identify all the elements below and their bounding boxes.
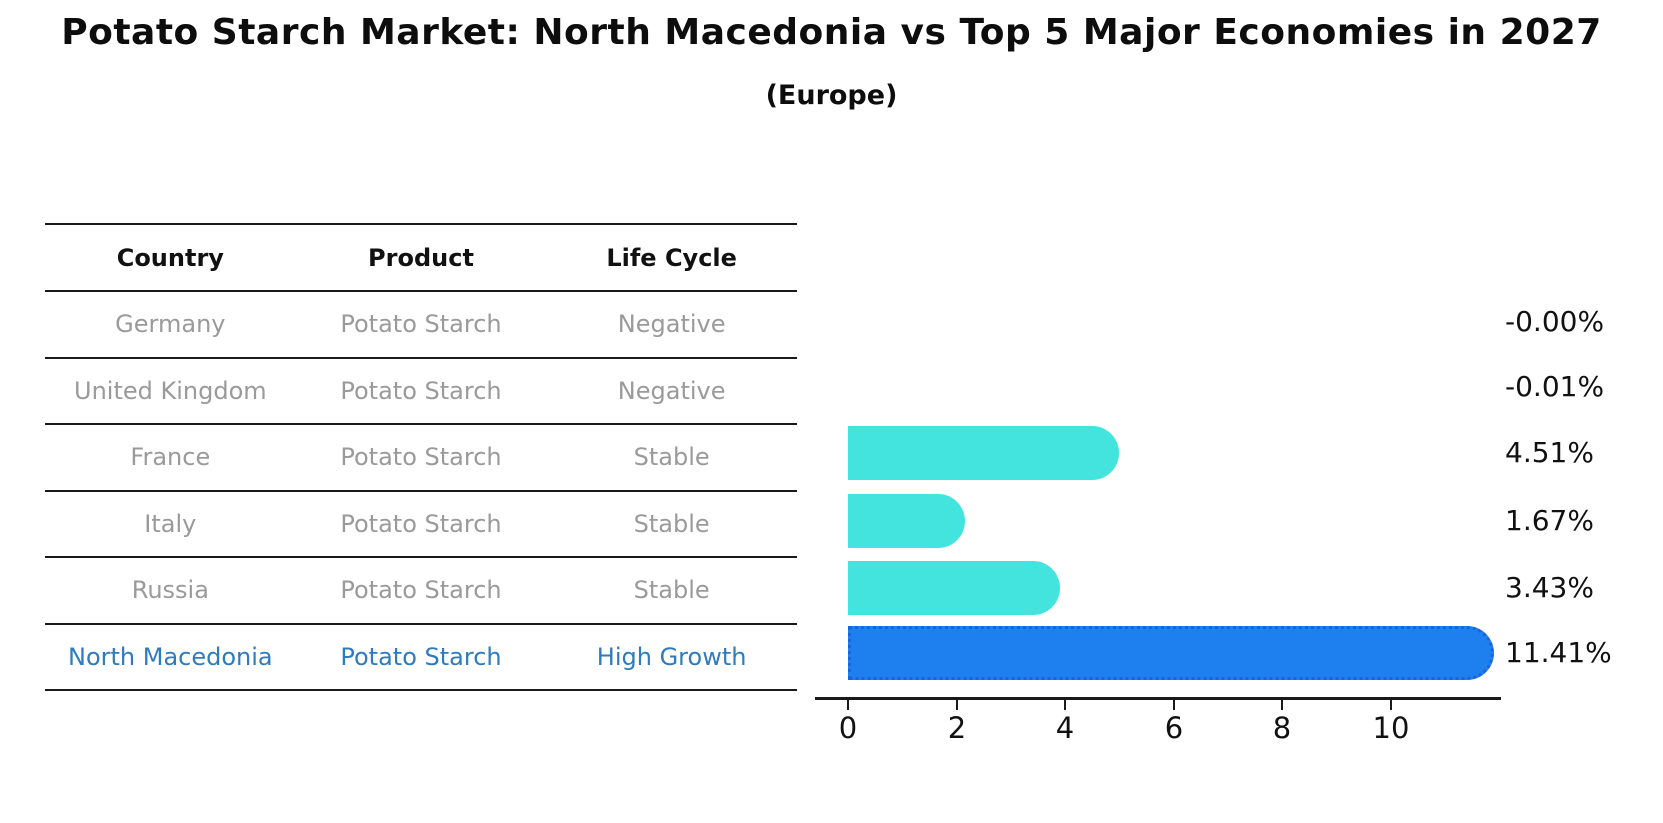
x-tick bbox=[1064, 699, 1066, 710]
value-label-north-macedonia: 11.41% bbox=[1505, 636, 1612, 669]
product-cell: Potato Starch bbox=[340, 642, 502, 671]
life-cycle-cell: Negative bbox=[617, 310, 726, 339]
country-table: Country Product Life Cycle Germany Potat… bbox=[45, 223, 797, 691]
product-cell: Potato Starch bbox=[340, 310, 502, 339]
country-cell: France bbox=[130, 443, 211, 472]
x-tick bbox=[1390, 699, 1392, 710]
x-tick-label: 8 bbox=[1272, 711, 1292, 745]
value-label-russia: 3.43% bbox=[1505, 571, 1594, 604]
column-header-country: Country bbox=[116, 243, 224, 272]
table-row-north-macedonia: North Macedonia Potato Starch High Growt… bbox=[45, 625, 797, 691]
bar-france bbox=[848, 426, 1119, 480]
life-cycle-cell: Negative bbox=[617, 376, 726, 405]
product-cell: Potato Starch bbox=[340, 376, 502, 405]
country-cell: United Kingdom bbox=[74, 376, 267, 405]
product-cell: Potato Starch bbox=[340, 509, 502, 538]
x-axis-line bbox=[815, 697, 1501, 700]
x-tick bbox=[1281, 699, 1283, 710]
table-row-france: France Potato Starch Stable bbox=[45, 425, 797, 492]
column-header-life-cycle: Life Cycle bbox=[606, 243, 737, 272]
table-header-row: Country Product Life Cycle bbox=[45, 225, 797, 292]
x-tick bbox=[956, 699, 958, 710]
column-header-product: Product bbox=[368, 243, 474, 272]
bar-russia bbox=[848, 561, 1061, 615]
country-cell: Russia bbox=[131, 576, 209, 605]
chart-subtitle: (Europe) bbox=[765, 80, 898, 111]
bar-italy bbox=[848, 494, 965, 548]
life-cycle-cell: Stable bbox=[633, 443, 710, 472]
product-cell: Potato Starch bbox=[340, 576, 502, 605]
x-tick bbox=[847, 699, 849, 710]
x-tick-label: 2 bbox=[947, 711, 967, 745]
x-tick-label: 0 bbox=[838, 711, 858, 745]
value-label-united-kingdom: -0.01% bbox=[1505, 370, 1605, 403]
life-cycle-cell: High Growth bbox=[596, 642, 747, 671]
x-tick-label: 4 bbox=[1055, 711, 1075, 745]
bar-north-macedonia bbox=[848, 626, 1494, 680]
value-label-italy: 1.67% bbox=[1505, 504, 1594, 537]
table-row-italy: Italy Potato Starch Stable bbox=[45, 492, 797, 558]
country-cell: Germany bbox=[115, 310, 226, 339]
chart-title: Potato Starch Market: North Macedonia vs… bbox=[61, 12, 1602, 53]
country-cell: Italy bbox=[144, 509, 197, 538]
x-tick bbox=[1173, 699, 1175, 710]
table-row-united-kingdom: United Kingdom Potato Starch Negative bbox=[45, 359, 797, 425]
table-row-russia: Russia Potato Starch Stable bbox=[45, 558, 797, 625]
value-label-germany: -0.00% bbox=[1505, 305, 1605, 338]
table-row-germany: Germany Potato Starch Negative bbox=[45, 292, 797, 359]
life-cycle-cell: Stable bbox=[633, 509, 710, 538]
product-cell: Potato Starch bbox=[340, 443, 502, 472]
life-cycle-cell: Stable bbox=[633, 576, 710, 605]
country-cell: North Macedonia bbox=[68, 642, 273, 671]
x-tick-label: 6 bbox=[1164, 711, 1184, 745]
value-label-france: 4.51% bbox=[1505, 436, 1594, 469]
x-tick-label: 10 bbox=[1372, 711, 1410, 745]
